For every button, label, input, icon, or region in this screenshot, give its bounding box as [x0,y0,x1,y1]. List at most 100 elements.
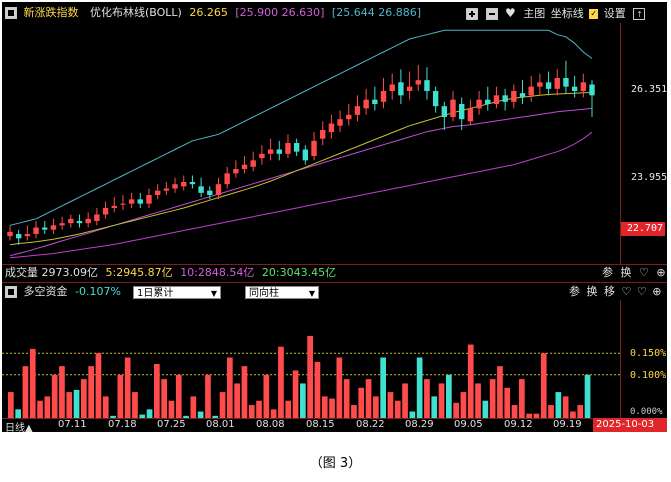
minus-icon[interactable] [485,8,498,20]
candle[interactable] [328,114,335,139]
flow-bar[interactable] [256,400,262,418]
flow-bar[interactable] [475,383,481,418]
favorite-icon[interactable]: ♡ [621,285,632,298]
candle[interactable] [259,145,265,165]
candle[interactable] [215,177,222,200]
flow-bar[interactable] [577,405,584,418]
flow-bar[interactable] [270,409,277,418]
flow-bar[interactable] [540,353,547,418]
flow-bar[interactable] [285,400,292,418]
flow-bar[interactable] [504,387,511,418]
flow-bar[interactable] [380,357,386,418]
candle[interactable] [467,99,474,126]
move-button[interactable]: 移 [604,285,615,298]
flow-bar[interactable] [358,387,365,418]
candle[interactable] [493,86,500,109]
flow-bar[interactable] [110,415,116,418]
flow-bar[interactable] [402,383,408,418]
zoom-in-icon[interactable]: ⊕ [652,285,662,298]
flow-bar[interactable] [351,405,357,418]
flow-bar[interactable] [460,392,467,418]
candle[interactable] [380,78,387,109]
candle[interactable] [563,60,569,94]
candle[interactable] [589,80,595,117]
candle[interactable] [354,95,361,122]
candle[interactable] [337,110,343,133]
candle[interactable] [7,225,13,241]
candlestick-chart[interactable] [2,2,667,264]
candle[interactable] [554,69,560,96]
candle[interactable] [267,138,274,161]
flow-bar[interactable] [533,413,540,418]
flow-bar[interactable] [278,346,284,418]
candle[interactable] [545,71,552,96]
favorite-icon[interactable]: ♡ [639,266,649,279]
candle[interactable] [163,182,170,195]
period-label[interactable]: 日线▲ [5,423,33,432]
flow-bar[interactable] [555,392,562,418]
candle[interactable] [85,212,91,228]
money-flow-chart[interactable] [2,300,667,420]
flow-bar[interactable] [15,409,21,418]
plus-icon[interactable] [466,8,478,20]
flow-bar[interactable] [183,415,189,418]
flow-bar[interactable] [570,411,576,418]
candle[interactable] [189,175,196,189]
flow-bar[interactable] [248,405,255,418]
candle[interactable] [459,97,465,131]
flow-bar[interactable] [161,379,167,418]
mode-select[interactable]: 同向柱 ▼ [245,286,319,299]
candle[interactable] [389,73,395,100]
candle[interactable] [528,75,534,102]
flow-bar[interactable] [175,374,182,418]
candle[interactable] [571,75,578,98]
candle[interactable] [111,197,117,213]
candle[interactable] [24,225,31,241]
flow-bar[interactable] [29,348,36,418]
square-icon[interactable] [5,286,17,298]
candle[interactable] [372,86,378,111]
flow-bar[interactable] [132,392,138,418]
flow-bar[interactable] [307,335,313,418]
flow-bar[interactable] [329,398,335,418]
candle[interactable] [50,218,57,234]
flow-bar[interactable] [241,366,248,418]
candle[interactable] [441,101,448,130]
flow-bar[interactable] [154,364,160,418]
candle[interactable] [241,156,248,174]
switch-button[interactable]: 换 [620,266,632,279]
flow-bar[interactable] [88,366,94,418]
candle[interactable] [198,177,204,198]
candle[interactable] [537,73,543,96]
flow-bar[interactable] [168,400,175,418]
flow-bar[interactable] [467,344,474,418]
flow-bar[interactable] [548,405,554,418]
candle[interactable] [250,151,256,172]
candle[interactable] [276,140,282,161]
flow-bar[interactable] [482,400,489,418]
flow-bar[interactable] [292,370,299,418]
coord-line-button[interactable]: 坐标线 [550,7,584,20]
flow-bar[interactable] [489,379,496,418]
flow-bar[interactable] [519,379,525,418]
flow-bar[interactable] [22,366,29,418]
candle[interactable] [94,208,100,226]
candle[interactable] [42,221,48,234]
candle[interactable] [346,104,352,126]
flow-bar[interactable] [8,392,14,418]
candle[interactable] [302,145,309,165]
candle[interactable] [511,84,517,109]
candle[interactable] [137,192,143,208]
flow-bar[interactable] [424,379,430,418]
candle[interactable] [415,65,421,91]
flow-bar[interactable] [431,396,438,418]
flow-bar[interactable] [66,392,73,418]
flow-bar[interactable] [117,374,124,418]
flow-bar[interactable] [95,353,102,418]
candle[interactable] [68,214,74,228]
candle[interactable] [406,71,413,100]
square-icon[interactable] [5,7,17,19]
flow-bar[interactable] [263,374,270,418]
flow-bar[interactable] [497,366,503,418]
candle[interactable] [76,214,83,228]
